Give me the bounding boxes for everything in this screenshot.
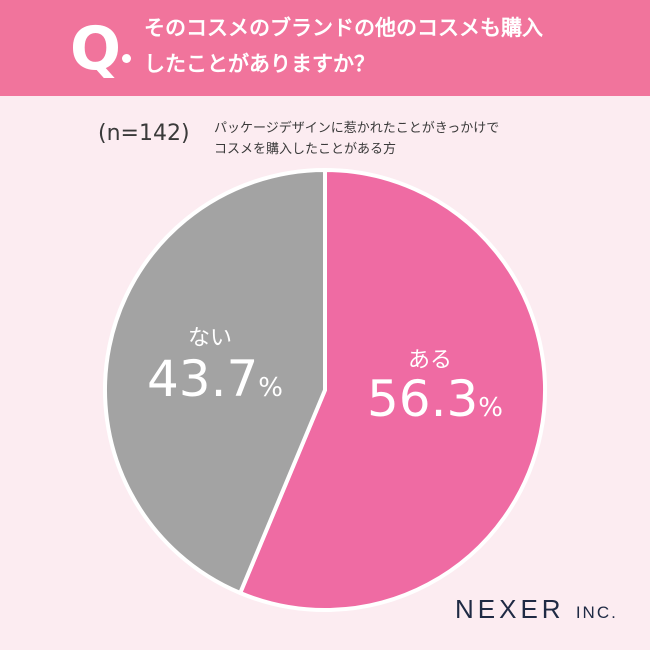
q-dot — [122, 54, 131, 63]
pie-slice-yes — [238, 168, 547, 612]
slice-value-yes-unit: % — [478, 393, 504, 423]
brand-name: NEXER — [455, 594, 565, 624]
slice-label-yes: ある — [407, 348, 452, 373]
condition-line-2: コスメを購入したことがある方 — [214, 142, 397, 157]
brand-suffix: INC. — [575, 603, 618, 622]
condition-line-1: パッケージデザインに惹かれたことがきっかけで — [214, 121, 500, 136]
slice-value-no-unit: % — [258, 373, 284, 403]
sample-size: (n=142) — [98, 121, 190, 146]
question-line-2: したことがありますか？ — [144, 52, 375, 76]
slice-value-no: 43.7% — [120, 350, 310, 408]
question-banner: Q そのコスメのブランドの他のコスメも購入 したことがありますか？ — [0, 0, 650, 96]
brand-logo: NEXER INC. — [455, 594, 618, 625]
slice-label-no: ない — [187, 326, 232, 351]
question-line-1: そのコスメのブランドの他のコスメも購入 — [144, 16, 543, 40]
q-mark: Q — [70, 14, 122, 84]
slice-value-no-number: 43.7 — [146, 350, 259, 408]
slice-value-yes-number: 56.3 — [366, 370, 479, 428]
pie-slice-no — [103, 168, 327, 595]
slice-value-yes: 56.3% — [340, 370, 530, 428]
